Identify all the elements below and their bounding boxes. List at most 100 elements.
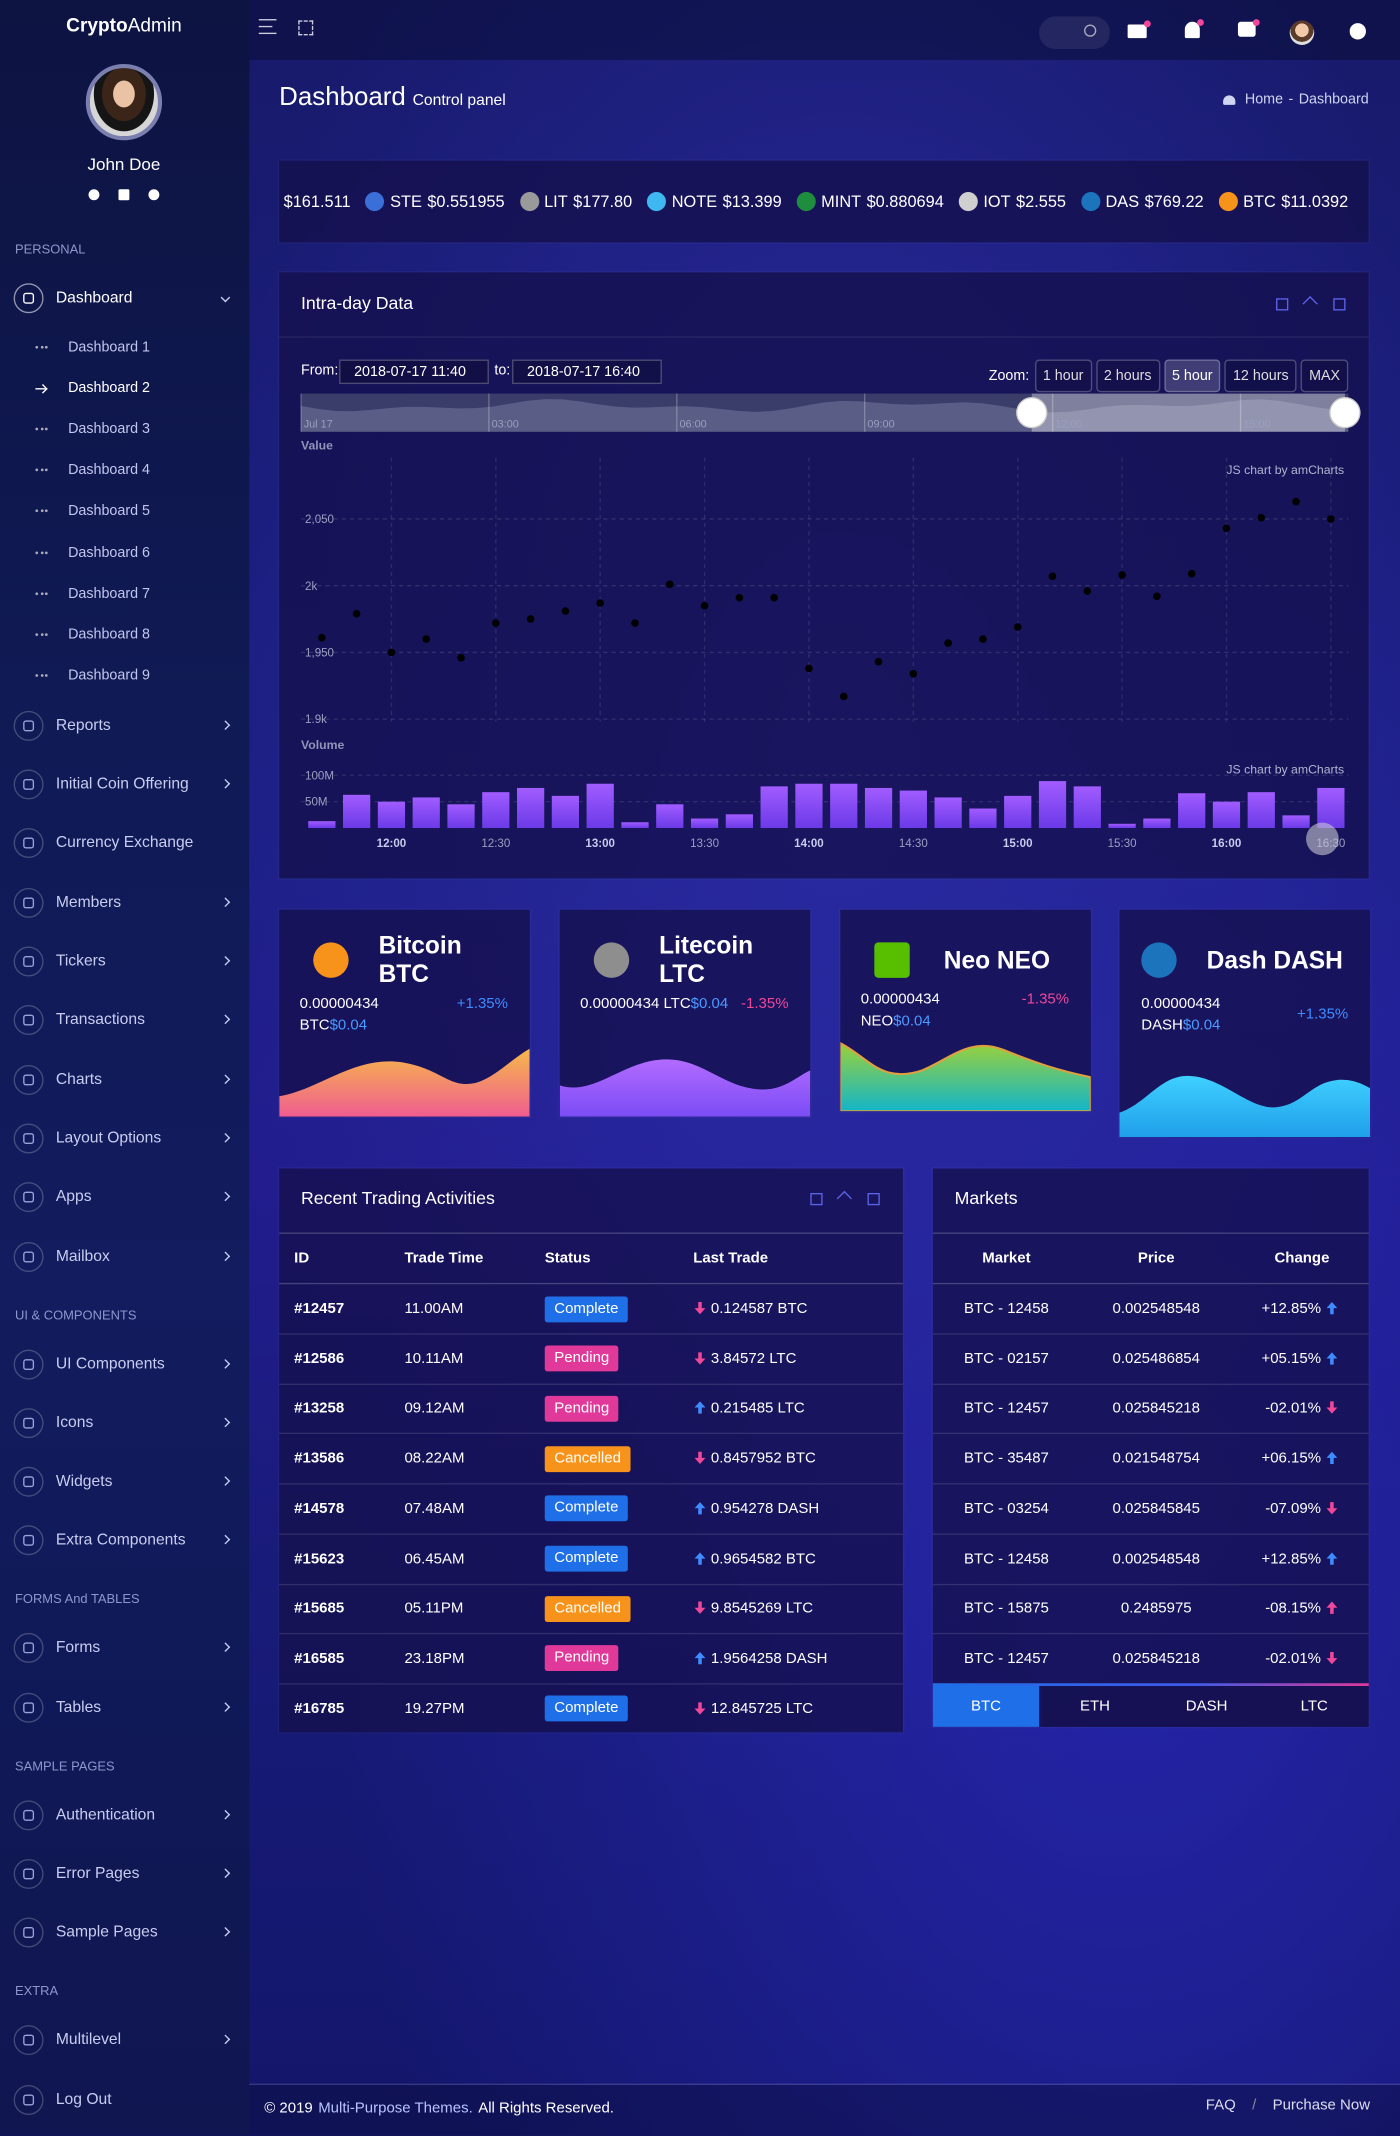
sidebar-item[interactable]: Authentication (55, 1806, 156, 1824)
sidebar-item[interactable]: Dashboard (55, 290, 133, 307)
ticker-icon (519, 192, 539, 212)
zoom-button[interactable]: 2 hours (1095, 359, 1160, 393)
menu-icon-ring (13, 769, 44, 800)
zoom-button[interactable]: 12 hours (1224, 359, 1297, 393)
submenu-item[interactable]: Dashboard 1 (68, 339, 150, 356)
submenu-item[interactable]: Dashboard 4 (68, 462, 150, 479)
sidebar-item[interactable]: Charts (55, 1071, 102, 1088)
tab-bg[interactable] (932, 1685, 1040, 1727)
arrow-shape (694, 1551, 706, 1565)
tab-bg[interactable] (1041, 1685, 1151, 1727)
submenu-dot (40, 509, 43, 513)
sidebar-item[interactable]: Error Pages (55, 1865, 140, 1883)
row-divider (932, 1433, 1369, 1435)
bell-icon[interactable] (1184, 21, 1200, 39)
sidebar-item[interactable]: Members (55, 894, 122, 911)
trend-arrow (1326, 1301, 1338, 1315)
panel-tool[interactable] (1333, 298, 1346, 311)
market-tab[interactable]: LTC (1300, 1698, 1328, 1715)
sidebar-item[interactable]: Mailbox (55, 1248, 110, 1265)
user-action-icon[interactable] (88, 189, 100, 201)
sidebar-item[interactable]: UI Components (55, 1355, 165, 1373)
submenu-item[interactable]: Dashboard 2 (68, 380, 150, 397)
menu-icon[interactable] (258, 19, 277, 35)
sidebar-item[interactable]: Layout Options (55, 1130, 162, 1147)
row-divider (279, 1483, 903, 1485)
market-change: -02.01% (1265, 1400, 1322, 1417)
row-divider (932, 1383, 1369, 1385)
sidebar-heading: EXTRA (14, 1984, 59, 2000)
company-link[interactable]: Multi-Purpose Themes. (318, 2100, 473, 2117)
chat-icon[interactable] (1237, 21, 1256, 37)
from-input[interactable]: 2018-07-17 11:40 (339, 359, 489, 385)
zoom-button[interactable]: 1 hour (1034, 359, 1092, 393)
submenu-item[interactable]: Dashboard 6 (68, 544, 150, 561)
user-action-icon[interactable] (148, 189, 160, 201)
sidebar-item[interactable]: Apps (55, 1189, 92, 1206)
row-divider (932, 1483, 1369, 1485)
market-tab[interactable]: ETH (1079, 1698, 1110, 1715)
submenu-dot (35, 509, 39, 513)
ticker-icon (1218, 192, 1238, 212)
sidebar-item[interactable]: Initial Coin Offering (55, 776, 189, 793)
submenu-item[interactable]: Dashboard 8 (68, 626, 150, 643)
ticker-item: BTC $11.0392 (1218, 192, 1348, 212)
market-tab[interactable]: DASH (1185, 1698, 1228, 1715)
sidebar-item[interactable]: Icons (55, 1414, 94, 1432)
column-header: Price (1137, 1250, 1175, 1267)
mail-icon[interactable] (1127, 24, 1147, 39)
market-change: -08.15% (1265, 1600, 1322, 1617)
panel-tool[interactable] (1276, 298, 1289, 311)
sidebar-item[interactable]: Reports (55, 717, 111, 734)
sidebar-item[interactable]: Widgets (55, 1473, 113, 1491)
coin-card: Litecoin LTC 0.00000434 LTC$0.04 -1.35% (559, 909, 811, 1117)
settings-icon[interactable] (1349, 23, 1366, 40)
ticker-price: $2.555 (1016, 192, 1067, 212)
sidebar-item[interactable]: Extra Components (55, 1532, 186, 1549)
market-price: 0.2485975 (1120, 1600, 1192, 1617)
row-divider (279, 1683, 903, 1685)
ticker-panel: D$161.511 STE$0.551955 LIT$177.80 NOTE$13.3… (279, 160, 1369, 243)
menu-icon-glyph (23, 956, 35, 967)
submenu-item[interactable]: Dashboard 3 (68, 421, 150, 438)
zoom-button[interactable]: 5 hour (1163, 359, 1221, 393)
submenu-item[interactable]: Dashboard 7 (68, 585, 150, 602)
submenu-item[interactable]: Dashboard 9 (68, 667, 150, 684)
submenu-item[interactable]: Dashboard 5 (68, 503, 150, 520)
footer-link[interactable]: FAQ (1205, 2097, 1236, 2114)
tab-bg[interactable] (1259, 1685, 1369, 1727)
menu-icon-glyph (23, 838, 35, 849)
footer-link: / (1252, 2097, 1257, 2114)
trend-arrow (1326, 1401, 1338, 1415)
menu-icon-glyph (23, 779, 35, 791)
topbar-avatar[interactable] (1289, 20, 1315, 45)
ticker-price: $769.22 (1144, 192, 1204, 212)
coin-symbol: NEO (996, 945, 1051, 974)
sidebar-item[interactable]: Forms (55, 1640, 101, 1657)
tab-bg[interactable] (1150, 1685, 1260, 1727)
sidebar-item[interactable]: Tickers (55, 953, 106, 970)
sidebar-item[interactable]: Log Out (55, 2091, 112, 2108)
to-input[interactable]: 2018-07-17 16:40 (512, 359, 662, 385)
menu-icon-ring (13, 1182, 44, 1213)
sidebar-item[interactable]: Multilevel (55, 2032, 122, 2049)
sidebar-item[interactable]: Sample Pages (55, 1924, 158, 1942)
footer-link[interactable]: Purchase Now (1272, 2097, 1371, 2114)
sidebar-item[interactable]: Currency Exchange (55, 835, 194, 852)
submenu-dot (44, 591, 48, 595)
ticker-symbol: BTC (1243, 192, 1276, 212)
sidebar-item[interactable]: Transactions (55, 1012, 145, 1029)
submenu-dot (35, 427, 39, 431)
trend-arrow (694, 1301, 706, 1315)
column-header: Trade Time (404, 1250, 484, 1267)
breadcrumb-item[interactable]: Home (1244, 91, 1284, 108)
sidebar-item[interactable]: Tables (55, 1699, 102, 1716)
market-tab[interactable]: BTC (971, 1698, 1001, 1715)
markets-panel (932, 1168, 1369, 1727)
panel-tool[interactable] (810, 1192, 823, 1206)
panel-tool[interactable] (867, 1192, 880, 1206)
fullscreen-icon[interactable] (298, 20, 314, 36)
user-action-icon[interactable] (118, 189, 130, 201)
search-box[interactable] (1039, 16, 1110, 50)
zoom-button[interactable]: MAX (1300, 359, 1349, 393)
